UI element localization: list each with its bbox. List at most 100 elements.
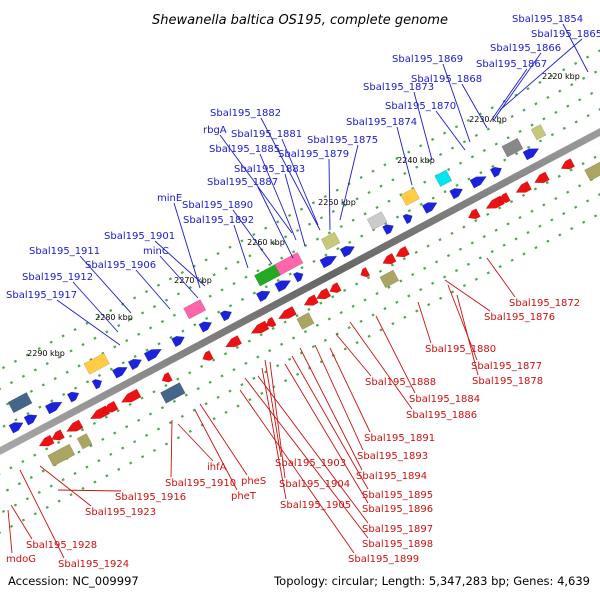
leader-line [335,333,372,377]
gene-labels: Sbal195_1854 Sbal195_1865 Sbal195_1866 Sbal… [6,14,600,570]
gene-feature [382,253,397,265]
gene-feature [274,280,292,293]
gene-label: Sbal195_1911 [29,246,100,257]
gene-label: Sbal195_1877 [471,361,542,372]
gene-feature [225,335,243,348]
gene-label: Sbal195_1892 [183,215,254,226]
gene-feature [366,211,388,231]
leader-line [442,63,471,143]
gene-feature [449,188,464,200]
leader-line [244,377,369,539]
leader-line [79,255,132,314]
gene-label: Sbal195_1878 [472,376,543,387]
leader-line [284,363,369,504]
leader-line [7,509,13,554]
leader-line [444,279,491,312]
leader-line [233,224,249,269]
gene-feature [320,231,341,251]
gene-feature [219,310,233,322]
feature-guides [0,49,600,534]
guide-track-2 [0,87,600,410]
gene-label: Sbal195_1906 [85,260,156,271]
gene-feature [360,267,371,278]
gene-feature [51,429,65,441]
leader-line [329,347,371,433]
gene-label: Sbal195_1869 [392,54,463,65]
gene-feature [584,161,600,182]
gene-label: Sbal195_1881 [231,129,302,140]
gene-feature [76,433,93,450]
gene-feature [421,202,438,214]
leader-line [57,489,122,492]
gene-label: Sbal195_1866 [490,43,561,54]
leader-line [194,409,238,491]
gene-label: Sbal195_1916 [115,492,186,503]
leader-line [417,301,432,344]
gene-label: Sbal195_1928 [26,540,97,551]
leader-line [39,465,92,507]
gene-label: mdoG [6,554,36,565]
gene-label: ihfA [207,462,227,473]
gene-label: Sbal195_1868 [411,74,482,85]
gene-feature [489,166,503,178]
gene-feature [250,320,270,334]
gene-feature [23,414,38,426]
gene-feature [254,263,282,287]
leader-line [396,126,413,186]
gene-label: Sbal195_1924 [58,559,129,570]
gene-label: Sbal195_1923 [85,507,156,518]
leader-line [281,138,319,226]
gene-label: minE [157,193,182,204]
gene-feature [402,213,413,225]
gene-feature [47,443,76,467]
gene-feature [339,246,356,258]
leader-line [349,321,413,410]
leader-line [562,23,589,73]
gene-feature [515,181,532,193]
gene-label: Sbal195_1888 [365,377,436,388]
leader-line [486,257,516,298]
gene-feature [202,350,214,361]
gene-label: Sbal195_1899 [348,554,419,565]
gene-feature [255,290,271,303]
leader-line [499,38,583,111]
gene-feature [111,366,128,379]
gene-label: Sbal195_1870 [385,101,456,112]
guide-track-5 [0,173,600,496]
gene-label: Sbal195_1893 [357,451,428,462]
gene-label: Sbal195_1912 [22,272,93,283]
gene-label: Sbal195_1882 [210,108,281,119]
leader-line [489,68,528,123]
gene-feature [8,422,24,434]
gene-feature [296,312,315,330]
gene-label: rbgA [203,125,227,136]
gene-feature [66,419,84,432]
gene-label: Sbal195_1901 [104,231,175,242]
gene-label: Sbal195_1884 [409,394,480,405]
gene-feature [382,224,394,235]
leader-line [56,299,121,346]
gene-label: Sbal195_1865 [531,29,600,40]
leader-line [173,202,201,289]
leader-line [328,158,331,231]
genome-backbone [0,128,600,455]
accession-text: Accession: NC_009997 [8,574,139,588]
gene-label: Sbal195_1880 [425,344,496,355]
leader-line [299,347,363,471]
gene-feature [102,400,119,413]
leader-line [239,389,355,554]
gene-feature [198,321,213,333]
gene-label: Sbal195_1903 [275,458,346,469]
leader-line [257,186,294,259]
gene-feature [278,306,297,320]
leader-line [264,359,282,458]
gene-label: pheT [231,491,257,502]
leader-line [10,504,33,540]
gene-label: pheS [241,476,266,487]
leader-line [456,294,479,376]
gene-feature [498,192,511,204]
leader-line [314,344,364,451]
gene-label: Sbal195_1917 [6,290,77,301]
leader-line [72,281,119,333]
